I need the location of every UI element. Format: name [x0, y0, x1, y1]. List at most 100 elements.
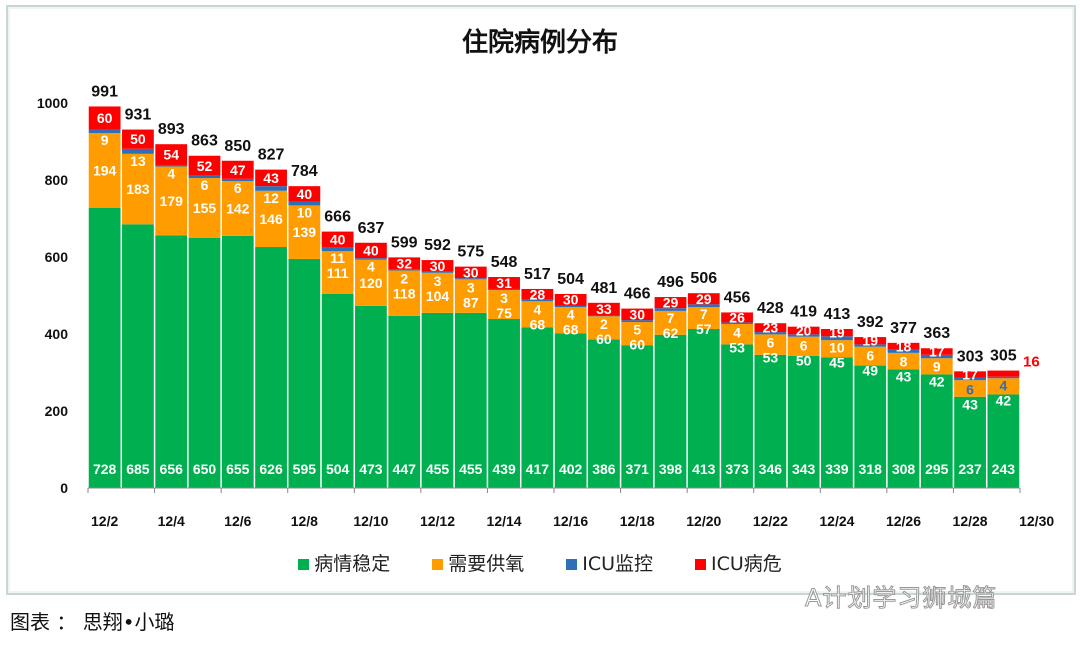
data-label-icu-critical: 31 — [496, 275, 512, 291]
bar-segment-2 — [122, 148, 154, 154]
data-label-oxygen: 43 — [962, 397, 978, 413]
total-label: 466 — [624, 286, 651, 303]
bar-segment-0 — [554, 333, 587, 488]
data-label-stable: 439 — [492, 461, 516, 477]
bar-segment-3 — [355, 242, 387, 259]
bar-segment-1 — [887, 352, 920, 370]
bar-segment-2 — [155, 164, 188, 167]
total-label: 517 — [524, 266, 551, 283]
chart-title: 住院病例分布 — [461, 28, 618, 58]
data-label-icu-critical: 29 — [696, 291, 712, 307]
data-label-icu-critical: 18 — [896, 338, 912, 354]
data-label-icu-critical: 30 — [629, 306, 645, 322]
bar-segment-2 — [554, 305, 587, 308]
bar-segment-1 — [488, 290, 520, 319]
bar-segment-1 — [621, 322, 654, 346]
bar-segment-1 — [821, 340, 853, 358]
data-label-stable: 626 — [259, 461, 283, 477]
bar-segment-1 — [654, 310, 687, 335]
legend-item: 病情稳定 — [298, 553, 390, 575]
data-label-oxygen: 49 — [862, 363, 878, 379]
bar-segment-2 — [754, 332, 787, 335]
bar-segment-3 — [821, 328, 853, 337]
data-label-icu-monitor: 4 — [167, 166, 175, 182]
bar-segment-1 — [255, 190, 287, 247]
bar-segment-3 — [554, 293, 587, 306]
data-label-stable: 595 — [293, 461, 317, 477]
bar-segment-0 — [920, 374, 953, 488]
data-label-icu-critical: 19 — [862, 333, 878, 349]
data-label-oxygen: 53 — [729, 339, 745, 355]
total-label: 506 — [690, 270, 717, 287]
data-label-icu-monitor: 7 — [667, 310, 675, 326]
data-label-icu-critical: 32 — [396, 256, 412, 272]
bar-segment-1 — [721, 323, 753, 345]
data-label-icu-monitor: 4 — [367, 259, 375, 275]
bar-segment-2 — [721, 322, 753, 324]
data-label-stable: 373 — [725, 461, 749, 477]
data-label-icu-critical: 26 — [729, 309, 745, 325]
x-tick-label: 12/12 — [420, 513, 455, 529]
bar-segment-0 — [687, 328, 720, 488]
bar-segment-0 — [987, 394, 1020, 488]
data-label-icu-monitor: 4 — [533, 301, 541, 317]
bar-segment-1 — [554, 307, 587, 334]
bar-segment-1 — [122, 153, 154, 225]
total-label: 637 — [358, 220, 385, 237]
data-label-icu-critical: 17 — [929, 344, 945, 360]
legend-swatch — [432, 558, 444, 570]
data-label-oxygen: 111 — [327, 265, 349, 281]
bar-segment-0 — [488, 318, 520, 488]
bar-segment-1 — [687, 307, 720, 329]
data-label-oxygen: 179 — [160, 193, 184, 209]
data-label-icu-critical: 30 — [563, 292, 579, 308]
bar-segment-2 — [654, 308, 687, 311]
x-tick-label: 12/16 — [553, 513, 588, 529]
data-label-icu-monitor: 6 — [201, 177, 209, 193]
data-label-stable: 339 — [825, 461, 849, 477]
total-label: 827 — [258, 147, 285, 164]
bar-segment-0 — [321, 293, 354, 488]
total-label: 850 — [224, 138, 251, 155]
bar-segment-0 — [355, 305, 387, 488]
data-label-icu-critical: 20 — [796, 323, 812, 339]
legend-swatch — [298, 558, 310, 570]
data-label-icu-critical: 28 — [530, 286, 546, 302]
data-label-stable: 447 — [393, 461, 417, 477]
total-label: 303 — [957, 348, 984, 365]
bar-segment-0 — [188, 237, 221, 488]
x-tick-label: 12/24 — [819, 513, 854, 529]
data-label-icu-critical: 23 — [763, 320, 779, 336]
data-label-icu-monitor: 7 — [700, 306, 708, 322]
bar-segment-3 — [754, 323, 787, 333]
bar-segment-3 — [288, 186, 321, 202]
data-label-icu-critical: 60 — [97, 110, 113, 126]
bar-segment-3 — [920, 348, 953, 355]
bar-segment-2 — [255, 186, 287, 191]
bar-segment-0 — [88, 207, 121, 488]
data-label-icu-critical: 54 — [163, 147, 179, 163]
bar-segment-2 — [787, 334, 820, 337]
data-label-icu-monitor: 2 — [400, 271, 408, 287]
data-label-icu-monitor: 3 — [467, 279, 475, 295]
bar-segment-1 — [521, 301, 554, 328]
data-label-icu-critical: 43 — [263, 170, 279, 186]
x-tick-label: 12/26 — [886, 513, 921, 529]
bar-segment-2 — [88, 129, 121, 134]
data-label-oxygen: 104 — [426, 288, 450, 304]
bar-segment-3 — [321, 231, 354, 247]
total-label: 504 — [557, 271, 584, 288]
data-label-oxygen: 75 — [496, 305, 512, 321]
bar-segment-3 — [721, 312, 753, 323]
data-label-icu-critical: 30 — [430, 258, 446, 274]
data-label-oxygen: 57 — [696, 321, 712, 337]
data-label-icu-monitor: 4 — [733, 324, 741, 340]
bar-segment-1 — [421, 272, 454, 313]
bar-segment-3 — [122, 129, 154, 149]
x-tick-label: 12/20 — [686, 513, 721, 529]
bar-segment-1 — [588, 316, 620, 340]
data-label-icu-critical: 40 — [363, 242, 379, 258]
legend-swatch — [695, 558, 707, 570]
bar-segment-0 — [654, 334, 687, 488]
bar-segment-2 — [454, 278, 487, 280]
